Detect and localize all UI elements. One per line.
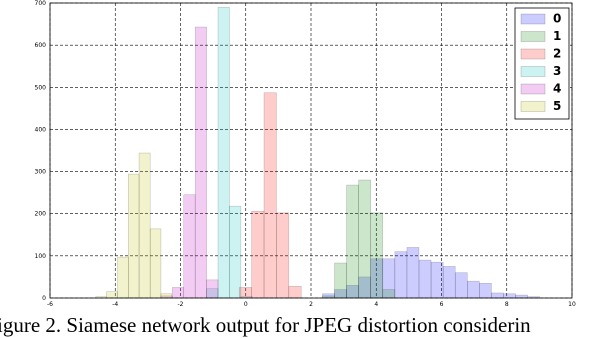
x-tick-label: 8 bbox=[505, 301, 509, 308]
legend-label: 3 bbox=[553, 64, 561, 78]
bar bbox=[206, 279, 219, 299]
bar bbox=[117, 256, 129, 299]
bar bbox=[515, 294, 528, 299]
plot-frame bbox=[49, 2, 573, 299]
y-tick-label: 300 bbox=[35, 169, 47, 176]
legend-label: 5 bbox=[553, 99, 561, 113]
x-tick-label: -6 bbox=[47, 301, 53, 308]
bar bbox=[358, 179, 371, 299]
y-tick-label: 500 bbox=[35, 84, 47, 91]
bar bbox=[172, 287, 185, 299]
y-tick-label: 100 bbox=[35, 253, 47, 260]
legend-swatch bbox=[520, 83, 546, 95]
bar bbox=[288, 285, 302, 299]
bar bbox=[251, 210, 265, 299]
bar bbox=[229, 205, 242, 299]
legend-swatch bbox=[520, 48, 546, 60]
bar bbox=[430, 261, 444, 299]
bar bbox=[479, 283, 492, 299]
bar bbox=[160, 293, 172, 299]
bar bbox=[503, 293, 516, 299]
x-tick-label: -4 bbox=[112, 301, 118, 308]
y-tick-label: 200 bbox=[35, 211, 47, 218]
bar bbox=[128, 173, 140, 299]
x-tick-label: -2 bbox=[178, 301, 184, 308]
bar bbox=[454, 272, 468, 299]
bar bbox=[106, 291, 118, 299]
bar bbox=[406, 247, 420, 299]
bar bbox=[442, 266, 456, 299]
legend-label: 2 bbox=[553, 47, 561, 61]
legend-swatch bbox=[520, 31, 546, 42]
bar bbox=[138, 152, 151, 299]
bar bbox=[346, 184, 359, 299]
y-tick-label: 700 bbox=[35, 0, 47, 7]
y-tick-label: 600 bbox=[35, 42, 47, 49]
bar bbox=[263, 92, 277, 299]
bar bbox=[491, 292, 504, 299]
y-tick-label: 400 bbox=[35, 126, 47, 133]
x-tick-label: 2 bbox=[309, 301, 313, 308]
bar bbox=[382, 289, 396, 299]
y-tick-label: 0 bbox=[42, 295, 46, 302]
bar bbox=[149, 228, 162, 299]
bar bbox=[183, 194, 196, 299]
legend-label: 1 bbox=[553, 29, 561, 43]
bar bbox=[370, 212, 384, 299]
legend-box bbox=[514, 7, 570, 120]
x-tick-label: 6 bbox=[440, 301, 444, 308]
bar bbox=[194, 26, 207, 299]
legend-swatch bbox=[520, 101, 546, 112]
legend-label: 0 bbox=[553, 12, 561, 26]
bar bbox=[334, 262, 347, 299]
bar bbox=[467, 280, 480, 299]
x-tick-label: 0 bbox=[244, 301, 248, 308]
x-tick-label: 10 bbox=[568, 301, 576, 308]
legend-label: 4 bbox=[553, 82, 561, 96]
bar bbox=[276, 212, 290, 299]
caption: igure 2. Siamese network output for JPEG… bbox=[0, 313, 531, 337]
bar bbox=[418, 259, 432, 299]
bar bbox=[394, 251, 408, 299]
legend-swatch bbox=[520, 13, 546, 25]
legend-swatch bbox=[520, 66, 546, 77]
x-tick-label: 4 bbox=[374, 301, 378, 308]
bar bbox=[217, 6, 230, 299]
